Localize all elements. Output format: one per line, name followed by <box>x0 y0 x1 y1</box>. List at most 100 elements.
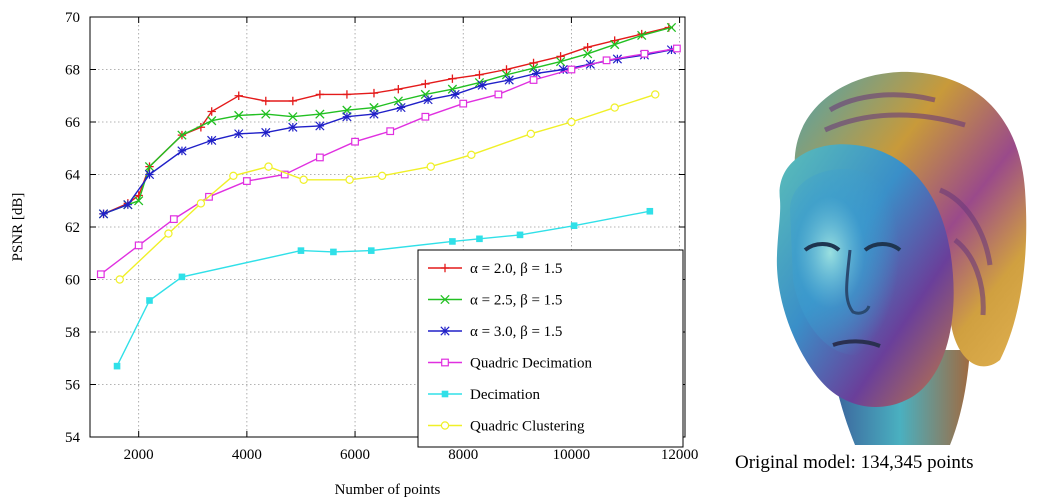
data-point <box>345 175 354 184</box>
x-tick-label: 10000 <box>553 447 591 463</box>
legend-marker <box>440 326 450 336</box>
data-point <box>651 90 660 99</box>
data-point <box>288 122 298 132</box>
figure-caption: Original model: 134,345 points <box>735 452 974 473</box>
y-tick-label: 70 <box>65 10 80 26</box>
legend-item: Quadric Clustering <box>428 419 585 435</box>
data-point <box>610 39 620 50</box>
data-point <box>396 102 406 113</box>
data-point <box>234 91 243 100</box>
data-point <box>531 68 541 79</box>
data-point <box>134 191 143 200</box>
data-point <box>602 56 611 65</box>
data-point <box>342 112 352 122</box>
legend-box <box>417 249 684 448</box>
legend-item: α = 2.0, β = 1.5 <box>428 261 562 277</box>
data-point <box>261 127 271 138</box>
data-point <box>315 121 325 131</box>
y-axis-title: PSNR [dB] <box>10 193 26 262</box>
data-point <box>315 90 325 99</box>
data-point <box>96 270 105 279</box>
data-point <box>134 196 144 206</box>
series-line <box>103 49 672 215</box>
data-point <box>178 273 186 281</box>
data-point <box>261 109 271 119</box>
data-point <box>367 247 375 254</box>
x-tick-label: 4000 <box>232 447 262 463</box>
x-tick-label: 12000 <box>661 447 699 463</box>
data-point <box>98 209 109 219</box>
series-1 <box>98 22 677 219</box>
data-point <box>330 248 337 256</box>
y-tick-label: 66 <box>65 115 81 131</box>
mouth <box>832 339 881 348</box>
data-point <box>646 207 654 215</box>
data-point <box>448 74 457 83</box>
data-point <box>144 169 155 180</box>
legend-label: α = 2.0, β = 1.5 <box>470 261 562 277</box>
data-point <box>475 70 484 79</box>
data-point <box>123 200 133 210</box>
data-point <box>504 75 514 85</box>
data-point <box>146 297 153 304</box>
data-point <box>229 171 238 181</box>
data-point <box>261 96 270 106</box>
data-point <box>342 105 352 115</box>
data-point <box>555 56 566 67</box>
data-point <box>288 112 298 122</box>
eye-left <box>803 242 841 252</box>
data-point <box>529 76 538 84</box>
x-axis-title: Number of points <box>335 482 441 498</box>
data-point <box>164 229 173 238</box>
data-point <box>144 161 155 172</box>
data-point <box>394 84 403 94</box>
x-tick-label: 6000 <box>340 447 370 463</box>
data-point <box>134 241 143 250</box>
series-layer <box>96 22 681 370</box>
y-tick-label: 68 <box>65 63 80 79</box>
eye-right <box>863 242 902 252</box>
data-point <box>467 150 476 160</box>
legend-item: α = 3.0, β = 1.5 <box>428 324 562 340</box>
data-point <box>526 129 536 139</box>
series-5 <box>115 90 660 284</box>
data-point <box>264 162 273 171</box>
data-point <box>342 90 352 99</box>
data-point <box>299 175 308 184</box>
legend-label: Quadric Clustering <box>470 419 585 435</box>
data-point <box>672 44 681 53</box>
data-point <box>377 171 387 181</box>
data-point <box>476 235 483 243</box>
legend-label: Decimation <box>470 387 540 403</box>
data-point <box>351 137 359 146</box>
psnr-chart: 2000 4000 6000 8000 10000 12000 54 56 58 60 62 64 66… <box>10 10 698 498</box>
data-point <box>315 153 324 162</box>
hair-waves <box>823 92 993 316</box>
series-line <box>119 93 656 281</box>
data-point <box>234 110 244 121</box>
data-point <box>234 129 244 139</box>
data-point <box>477 80 487 90</box>
legend-label: Quadric Decimation <box>470 356 593 372</box>
data-point <box>242 177 251 185</box>
data-point <box>582 49 593 59</box>
data-point <box>421 112 430 121</box>
data-point <box>459 99 468 108</box>
legend-marker <box>441 358 449 367</box>
data-point <box>297 247 305 254</box>
data-point <box>494 90 503 99</box>
data-point <box>288 96 298 106</box>
data-point <box>423 95 433 105</box>
data-point <box>567 65 576 74</box>
x-tick-label: 8000 <box>448 447 478 463</box>
data-point <box>529 58 538 68</box>
data-point <box>369 102 379 113</box>
data-point <box>567 117 576 127</box>
data-point <box>169 215 178 224</box>
data-point <box>640 49 649 58</box>
axis-ticks: 2000 4000 6000 8000 10000 12000 54 56 58 60 62 64 66… <box>65 10 698 463</box>
data-point <box>558 64 568 75</box>
y-tick-label: 64 <box>65 168 81 184</box>
data-point <box>369 109 379 119</box>
series-3 <box>96 44 681 279</box>
